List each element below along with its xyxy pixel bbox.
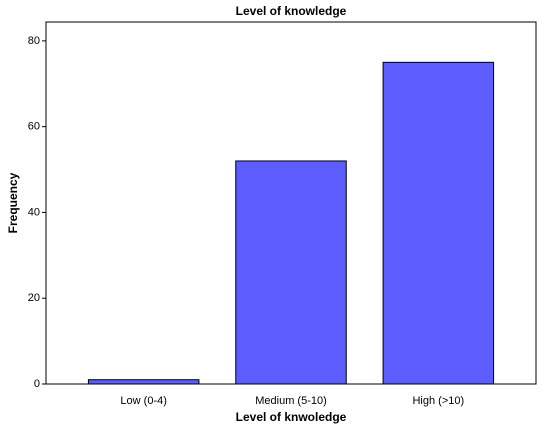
x-tick-label: Low (0-4) — [120, 395, 166, 407]
y-tick-label: 60 — [28, 121, 40, 133]
y-axis-title: Frequency — [6, 172, 20, 233]
bar — [235, 160, 347, 385]
y-tick-label: 20 — [28, 292, 40, 304]
y-tick-label: 40 — [28, 206, 40, 218]
y-tick-label: 0 — [34, 378, 40, 390]
chart-title: Level of knowledge — [236, 4, 347, 18]
x-tick-label: High (>10) — [412, 395, 464, 407]
x-axis-title: Level of knwoledge — [236, 410, 347, 424]
bar — [382, 61, 495, 385]
bar — [87, 379, 200, 385]
y-tick-label: 80 — [28, 35, 40, 47]
x-tick-label: Medium (5-10) — [255, 395, 327, 407]
